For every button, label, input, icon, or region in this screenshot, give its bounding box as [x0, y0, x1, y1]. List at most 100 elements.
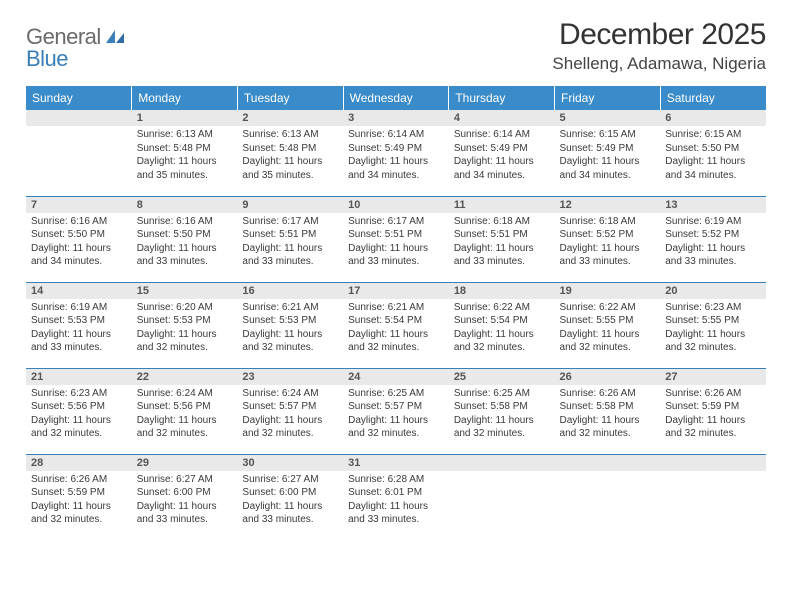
calendar-cell: 8Sunrise: 6:16 AMSunset: 5:50 PMDaylight…: [132, 196, 238, 282]
sunrise-line: Sunrise: 6:25 AM: [348, 387, 444, 401]
sunrise-line: Sunrise: 6:19 AM: [31, 301, 127, 315]
sunrise-line: Sunrise: 6:28 AM: [348, 473, 444, 487]
sunrise-line: Sunrise: 6:20 AM: [137, 301, 233, 315]
sunset-line: Sunset: 5:59 PM: [31, 486, 127, 500]
daylight-line: Daylight: 11 hours and 32 minutes.: [31, 500, 127, 527]
calendar-cell: 25Sunrise: 6:25 AMSunset: 5:58 PMDayligh…: [449, 368, 555, 454]
day-details: Sunrise: 6:25 AMSunset: 5:58 PMDaylight:…: [449, 385, 555, 444]
calendar-cell-empty: [660, 454, 766, 540]
sunset-line: Sunset: 5:58 PM: [560, 400, 656, 414]
day-number: 17: [343, 283, 449, 299]
daylight-line: Daylight: 11 hours and 34 minutes.: [665, 155, 761, 182]
day-details: Sunrise: 6:23 AMSunset: 5:55 PMDaylight:…: [660, 299, 766, 358]
daylight-line: Daylight: 11 hours and 33 minutes.: [454, 242, 550, 269]
day-details: Sunrise: 6:14 AMSunset: 5:49 PMDaylight:…: [343, 126, 449, 185]
sunset-line: Sunset: 5:56 PM: [31, 400, 127, 414]
day-details: Sunrise: 6:26 AMSunset: 5:58 PMDaylight:…: [555, 385, 661, 444]
calendar-cell: 27Sunrise: 6:26 AMSunset: 5:59 PMDayligh…: [660, 368, 766, 454]
day-number: 6: [660, 110, 766, 126]
day-details: Sunrise: 6:26 AMSunset: 5:59 PMDaylight:…: [26, 471, 132, 530]
daylight-line: Daylight: 11 hours and 32 minutes.: [242, 414, 338, 441]
daylight-line: Daylight: 11 hours and 34 minutes.: [454, 155, 550, 182]
sunrise-line: Sunrise: 6:15 AM: [560, 128, 656, 142]
sunrise-line: Sunrise: 6:26 AM: [665, 387, 761, 401]
title-block: December 2025 Shelleng, Adamawa, Nigeria: [552, 18, 766, 74]
daylight-line: Daylight: 11 hours and 32 minutes.: [137, 414, 233, 441]
daylight-line: Daylight: 11 hours and 33 minutes.: [348, 242, 444, 269]
daylight-line: Daylight: 11 hours and 33 minutes.: [665, 242, 761, 269]
logo-text: General Blue: [26, 24, 126, 76]
logo-sail-icon: [106, 24, 126, 40]
sunset-line: Sunset: 5:50 PM: [665, 142, 761, 156]
daylight-line: Daylight: 11 hours and 33 minutes.: [242, 500, 338, 527]
calendar-row: 14 Sunrise: 6:19 AM Sunset: 5:53 PM Dayligh…: [26, 282, 766, 368]
day-details: Sunrise: 6:15 AMSunset: 5:50 PMDaylight:…: [660, 126, 766, 185]
sunset-line: Sunset: 6:00 PM: [242, 486, 338, 500]
daylight-line: Daylight: 11 hours and 33 minutes.: [137, 500, 233, 527]
sunset-line: Sunset: 5:55 PM: [560, 314, 656, 328]
sunrise-line: Sunrise: 6:22 AM: [454, 301, 550, 315]
sunrise-line: Sunrise: 6:24 AM: [242, 387, 338, 401]
day-details: Sunrise: 6:22 AMSunset: 5:54 PMDaylight:…: [449, 299, 555, 358]
sunset-line: Sunset: 5:52 PM: [665, 228, 761, 242]
sunrise-line: Sunrise: 6:21 AM: [242, 301, 338, 315]
day-number: 29: [132, 455, 238, 471]
day-number: [660, 455, 766, 471]
daylight-line: Daylight: 11 hours and 32 minutes.: [137, 328, 233, 355]
day-details: Sunrise: 6:27 AMSunset: 6:00 PMDaylight:…: [237, 471, 343, 530]
sunset-line: Sunset: 5:51 PM: [242, 228, 338, 242]
sunset-line: Sunset: 5:50 PM: [31, 228, 127, 242]
calendar-cell: 30Sunrise: 6:27 AMSunset: 6:00 PMDayligh…: [237, 454, 343, 540]
day-details: Sunrise: 6:15 AMSunset: 5:49 PMDaylight:…: [555, 126, 661, 185]
calendar-cell: 1Sunrise: 6:13 AMSunset: 5:48 PMDaylight…: [132, 110, 238, 196]
calendar-cell: 3Sunrise: 6:14 AMSunset: 5:49 PMDaylight…: [343, 110, 449, 196]
day-details: Sunrise: 6:13 AMSunset: 5:48 PMDaylight:…: [132, 126, 238, 185]
day-number: 1: [132, 110, 238, 126]
calendar-cell: 16Sunrise: 6:21 AMSunset: 5:53 PMDayligh…: [237, 282, 343, 368]
sunset-line: Sunset: 5:58 PM: [454, 400, 550, 414]
sunset-line: Sunset: 5:49 PM: [560, 142, 656, 156]
daylight-line: Daylight: 11 hours and 32 minutes.: [560, 328, 656, 355]
calendar-cell: 19Sunrise: 6:22 AMSunset: 5:55 PMDayligh…: [555, 282, 661, 368]
location-label: Shelleng, Adamawa, Nigeria: [552, 54, 766, 74]
sunset-line: Sunset: 5:53 PM: [242, 314, 338, 328]
sunset-line: Sunset: 5:55 PM: [665, 314, 761, 328]
day-number: 23: [237, 369, 343, 385]
sunrise-line: Sunrise: 6:25 AM: [454, 387, 550, 401]
calendar-cell: 26Sunrise: 6:26 AMSunset: 5:58 PMDayligh…: [555, 368, 661, 454]
sunrise-line: Sunrise: 6:22 AM: [560, 301, 656, 315]
day-details: Sunrise: 6:17 AMSunset: 5:51 PMDaylight:…: [343, 213, 449, 272]
day-number: 14: [26, 283, 132, 299]
weekday-header: Wednesday: [343, 86, 449, 110]
sunrise-line: Sunrise: 6:16 AM: [137, 215, 233, 229]
day-number: 26: [555, 369, 661, 385]
day-number: 12: [555, 197, 661, 213]
calendar-cell-empty: [555, 454, 661, 540]
daylight-line: Daylight: 11 hours and 32 minutes.: [348, 328, 444, 355]
calendar-cell: 4Sunrise: 6:14 AMSunset: 5:49 PMDaylight…: [449, 110, 555, 196]
calendar-cell: 23Sunrise: 6:24 AMSunset: 5:57 PMDayligh…: [237, 368, 343, 454]
day-number: 24: [343, 369, 449, 385]
daylight-line: Daylight: 11 hours and 32 minutes.: [454, 328, 550, 355]
sunrise-line: Sunrise: 6:15 AM: [665, 128, 761, 142]
day-number: 19: [555, 283, 661, 299]
sunset-line: Sunset: 5:48 PM: [242, 142, 338, 156]
sunset-line: Sunset: 5:54 PM: [454, 314, 550, 328]
sunrise-line: Sunrise: 6:26 AM: [560, 387, 656, 401]
sunset-line: Sunset: 5:59 PM: [665, 400, 761, 414]
day-number: 11: [449, 197, 555, 213]
sunset-line: Sunset: 5:49 PM: [348, 142, 444, 156]
day-details: Sunrise: 6:26 AMSunset: 5:59 PMDaylight:…: [660, 385, 766, 444]
sunrise-line: Sunrise: 6:23 AM: [665, 301, 761, 315]
daylight-line: Daylight: 11 hours and 32 minutes.: [560, 414, 656, 441]
day-details: Sunrise: 6:22 AMSunset: 5:55 PMDaylight:…: [555, 299, 661, 358]
day-details: Sunrise: 6:14 AMSunset: 5:49 PMDaylight:…: [449, 126, 555, 185]
sunset-line: Sunset: 5:49 PM: [454, 142, 550, 156]
day-number: 21: [26, 369, 132, 385]
sunrise-line: Sunrise: 6:13 AM: [137, 128, 233, 142]
day-number: 4: [449, 110, 555, 126]
calendar-cell: 14Sunrise: 6:19 AMSunset: 5:53 PMDayligh…: [26, 282, 132, 368]
day-number: [449, 455, 555, 471]
sunset-line: Sunset: 5:51 PM: [348, 228, 444, 242]
calendar-cell: 7Sunrise: 6:16 AMSunset: 5:50 PMDaylight…: [26, 196, 132, 282]
